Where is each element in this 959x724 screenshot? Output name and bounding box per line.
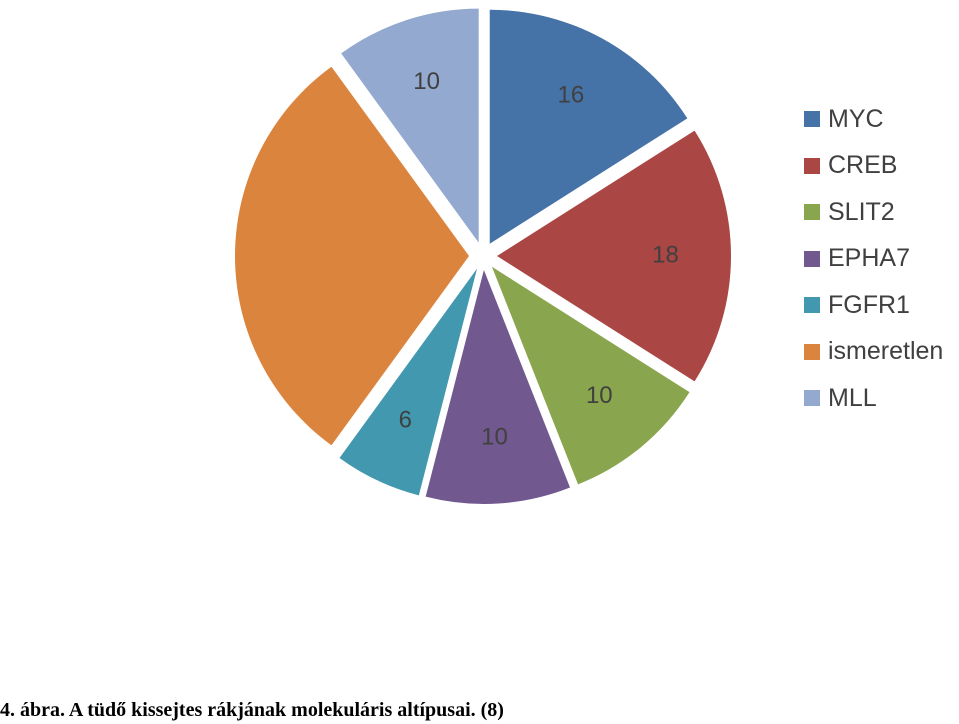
- legend-swatch: [804, 204, 820, 221]
- pie-chart-svg: 16 18 10 10 6 10: [234, 8, 732, 504]
- data-label-fgfr1: 6: [399, 406, 412, 433]
- legend-label: MYC: [828, 104, 884, 133]
- legend-item-fgfr1: FGFR1: [804, 282, 943, 329]
- pie-slice-creb: [497, 130, 732, 382]
- legend-swatch: [804, 111, 820, 128]
- pie-slice-myc: [489, 9, 688, 244]
- pie-slice-fgfr1: [339, 268, 478, 496]
- pie-slice-slit2: [491, 266, 690, 485]
- legend-label: SLIT2: [828, 197, 895, 226]
- data-label-creb: 18: [652, 241, 679, 268]
- legend-item-creb: CREB: [804, 143, 943, 190]
- legend-item-myc: MYC: [804, 96, 943, 143]
- legend-swatch: [804, 297, 820, 314]
- legend-item-mll: MLL: [804, 375, 943, 422]
- data-label-slit2: 10: [586, 382, 613, 409]
- data-label-mll: 10: [413, 68, 440, 95]
- legend-item-ismeretlen: ismeretlen: [804, 329, 943, 376]
- legend-swatch: [804, 250, 820, 267]
- figure-caption: 4. ábra. A tüdő kissejtes rákjának molek…: [0, 699, 504, 721]
- legend-item-epha7: EPHA7: [804, 236, 943, 283]
- data-label-epha7: 10: [481, 423, 508, 450]
- legend-item-slit2: SLIT2: [804, 189, 943, 236]
- legend-swatch: [804, 343, 820, 360]
- data-label-myc: 16: [558, 81, 585, 108]
- chart-legend: MYC CREB SLIT2 EPHA7 FGFR1 ismeretlen MLL: [804, 96, 943, 422]
- legend-label: FGFR1: [828, 290, 910, 319]
- pie-slice-ismeretlen: [234, 66, 469, 446]
- pie-chart: 16 18 10 10 6 10 MYC CREB SLIT2 EPHA7 FGFR1 ismere…: [234, 8, 943, 504]
- legend-swatch: [804, 157, 820, 174]
- legend-swatch: [804, 390, 820, 407]
- pie-slice-mll: [341, 8, 479, 243]
- legend-label: MLL: [828, 383, 877, 412]
- legend-label: EPHA7: [828, 244, 910, 273]
- legend-label: ismeretlen: [828, 337, 944, 366]
- legend-label: CREB: [828, 151, 898, 180]
- pie-slice-epha7: [425, 269, 571, 504]
